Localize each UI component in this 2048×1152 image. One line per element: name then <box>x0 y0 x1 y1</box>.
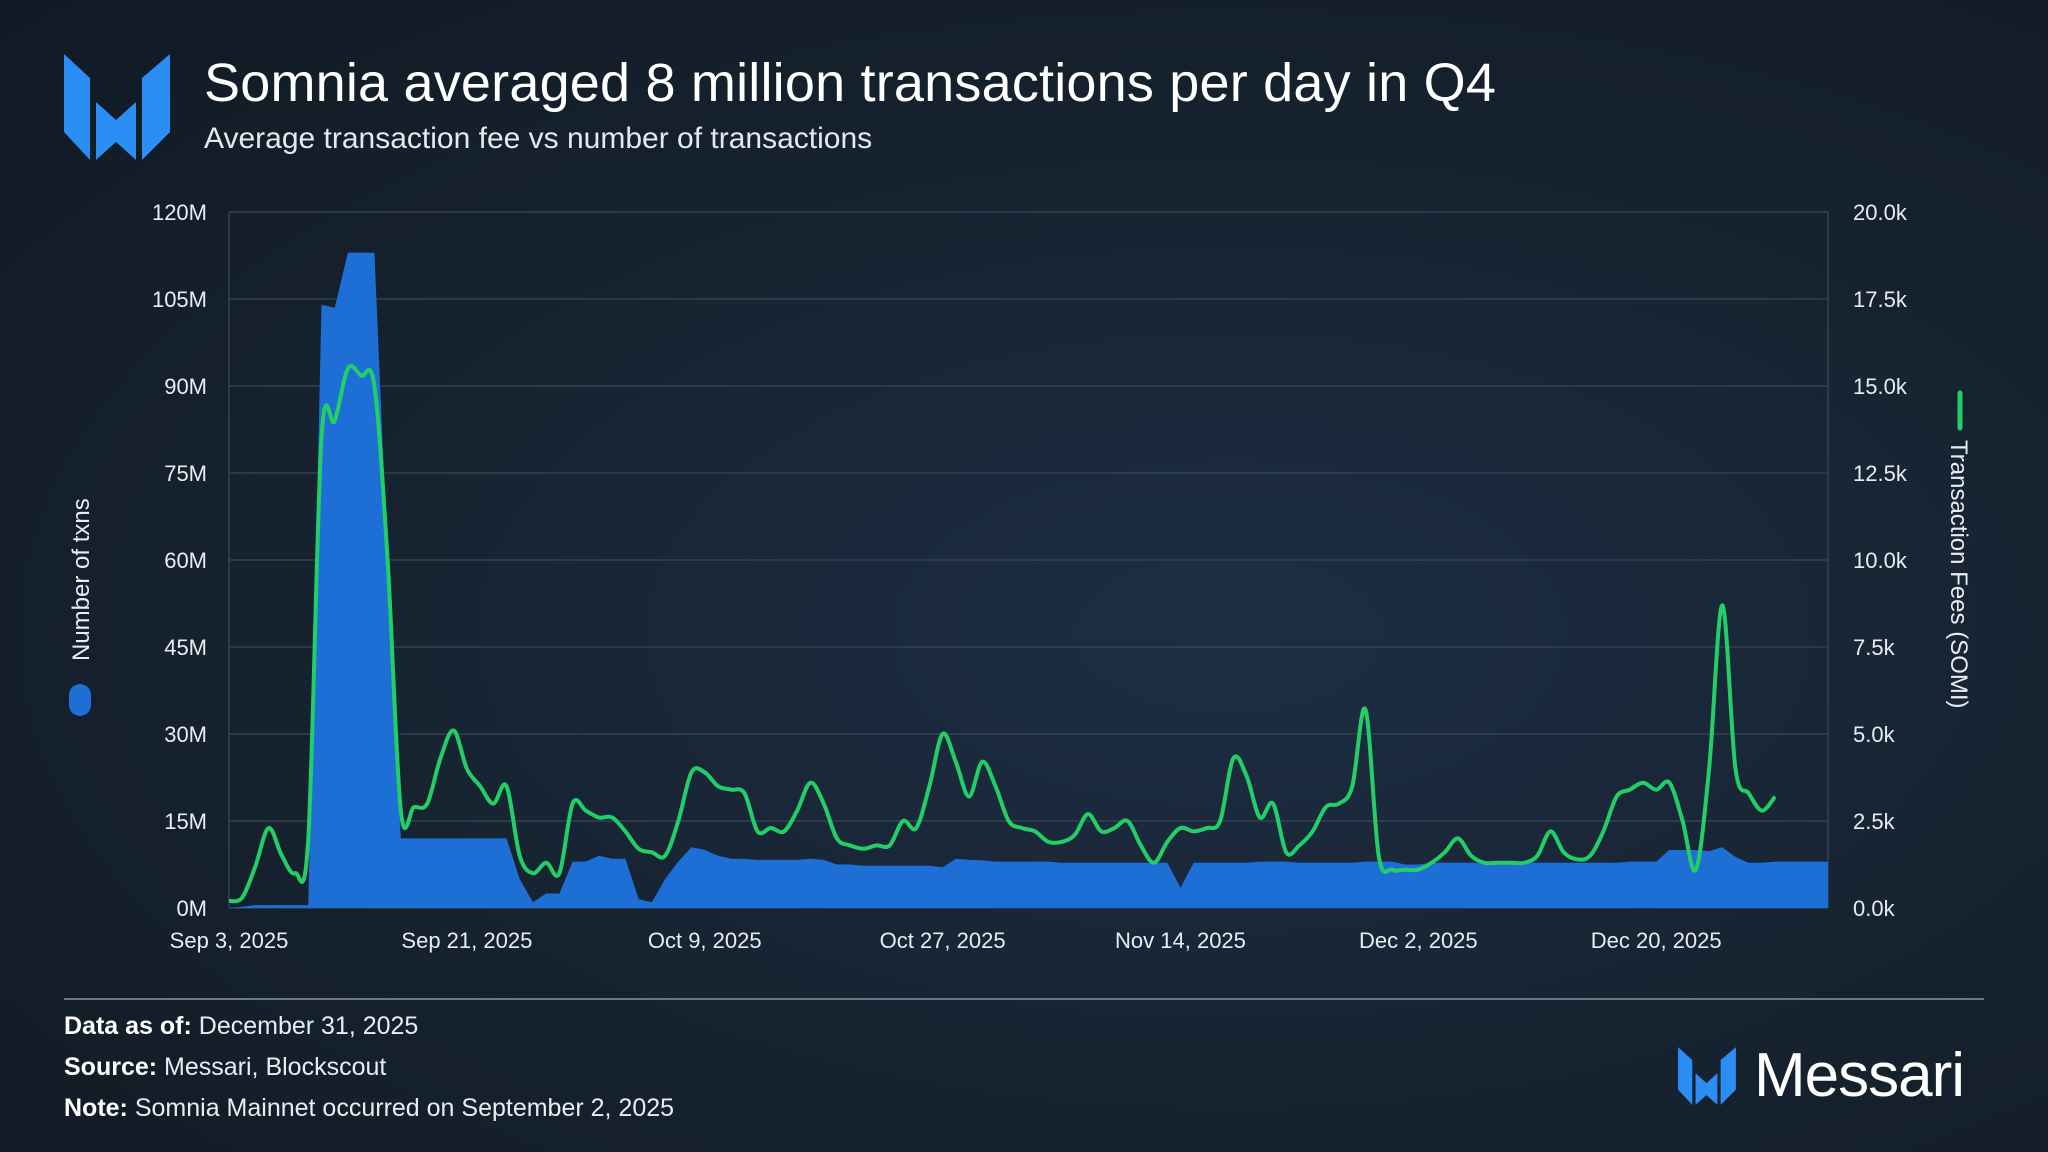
txn-area <box>229 252 1828 909</box>
as-of-value: December 31, 2025 <box>191 1012 419 1040</box>
messari-logo-icon <box>1678 1046 1736 1105</box>
gridlines <box>228 211 1829 909</box>
x-axis-ticks: Sep 3, 2025 Sep 21, 2025 Oct 9, 2025 Oct 27… <box>170 928 1722 953</box>
left-axis-title: Number of txns <box>68 498 95 661</box>
note-value: Somnia Mainnet occurred on September 2, … <box>127 1094 675 1122</box>
chart-subtitle: Average transaction fee vs number of tra… <box>204 122 873 155</box>
x-tick-label: Sep 21, 2025 <box>401 928 532 953</box>
fee-line-layer <box>228 364 1777 904</box>
x-tick-label: Sep 3, 2025 <box>170 928 289 953</box>
source-label: Source: <box>64 1053 158 1081</box>
brand-name: Messari <box>1754 1041 1965 1110</box>
chart: 0M 15M 30M 45M 60M 75M 90M 105M 120M 0.0k 2.5k 5.0… <box>68 200 1972 953</box>
right-tick-label: 12.5k <box>1853 461 1908 486</box>
right-axis-legend: Transaction Fees (SOMI) <box>1945 390 1972 709</box>
txn-area-layer <box>229 252 1828 909</box>
left-axis-ticks: 0M 15M 30M 45M 60M 75M 90M 105M 120M <box>152 200 207 921</box>
left-tick-label: 105M <box>152 287 207 312</box>
as-of-label: Data as of: <box>64 1012 192 1040</box>
left-axis-legend: Number of txns <box>68 498 95 716</box>
footer-divider <box>64 998 1984 1000</box>
right-tick-label: 10.0k <box>1853 548 1908 573</box>
x-tick-label: Nov 14, 2025 <box>1115 928 1246 953</box>
txns-legend-swatch <box>69 684 91 716</box>
right-axis-title: Transaction Fees (SOMI) <box>1945 440 1972 709</box>
x-tick-label: Oct 27, 2025 <box>880 928 1006 953</box>
x-tick-label: Oct 9, 2025 <box>648 928 762 953</box>
footer-source: Source: Messari, Blockscout <box>64 1053 386 1082</box>
left-tick-label: 75M <box>164 461 207 486</box>
right-tick-label: 5.0k <box>1853 722 1896 747</box>
left-tick-label: 120M <box>152 200 207 225</box>
fee-line <box>228 364 1777 904</box>
right-tick-label: 20.0k <box>1853 200 1908 225</box>
left-tick-label: 45M <box>164 635 207 660</box>
right-tick-label: 0.0k <box>1853 896 1896 921</box>
right-tick-label: 2.5k <box>1853 809 1896 834</box>
source-value: Messari, Blockscout <box>157 1053 387 1081</box>
chart-title: Somnia averaged 8 million transactions p… <box>204 53 1497 113</box>
left-tick-label: 90M <box>164 374 207 399</box>
right-tick-label: 17.5k <box>1853 287 1908 312</box>
note-label: Note: <box>64 1094 128 1122</box>
x-tick-label: Dec 20, 2025 <box>1591 928 1722 953</box>
x-tick-label: Dec 2, 2025 <box>1359 928 1478 953</box>
messari-logo-icon <box>64 54 170 160</box>
left-tick-label: 15M <box>164 809 207 834</box>
right-axis-ticks: 0.0k 2.5k 5.0k 7.5k 10.0k 12.5k 15.0k 17.5k 20.0… <box>1853 200 1908 921</box>
right-tick-label: 7.5k <box>1853 635 1896 660</box>
footer-note: Note: Somnia Mainnet occurred on Septemb… <box>64 1094 674 1123</box>
left-tick-label: 30M <box>164 722 207 747</box>
footer-data-as-of: Data as of: December 31, 2025 <box>64 1012 418 1041</box>
brand-logo: Messari <box>1676 1040 1965 1111</box>
left-tick-label: 60M <box>164 548 207 573</box>
right-tick-label: 15.0k <box>1853 374 1908 399</box>
left-tick-label: 0M <box>176 896 207 921</box>
